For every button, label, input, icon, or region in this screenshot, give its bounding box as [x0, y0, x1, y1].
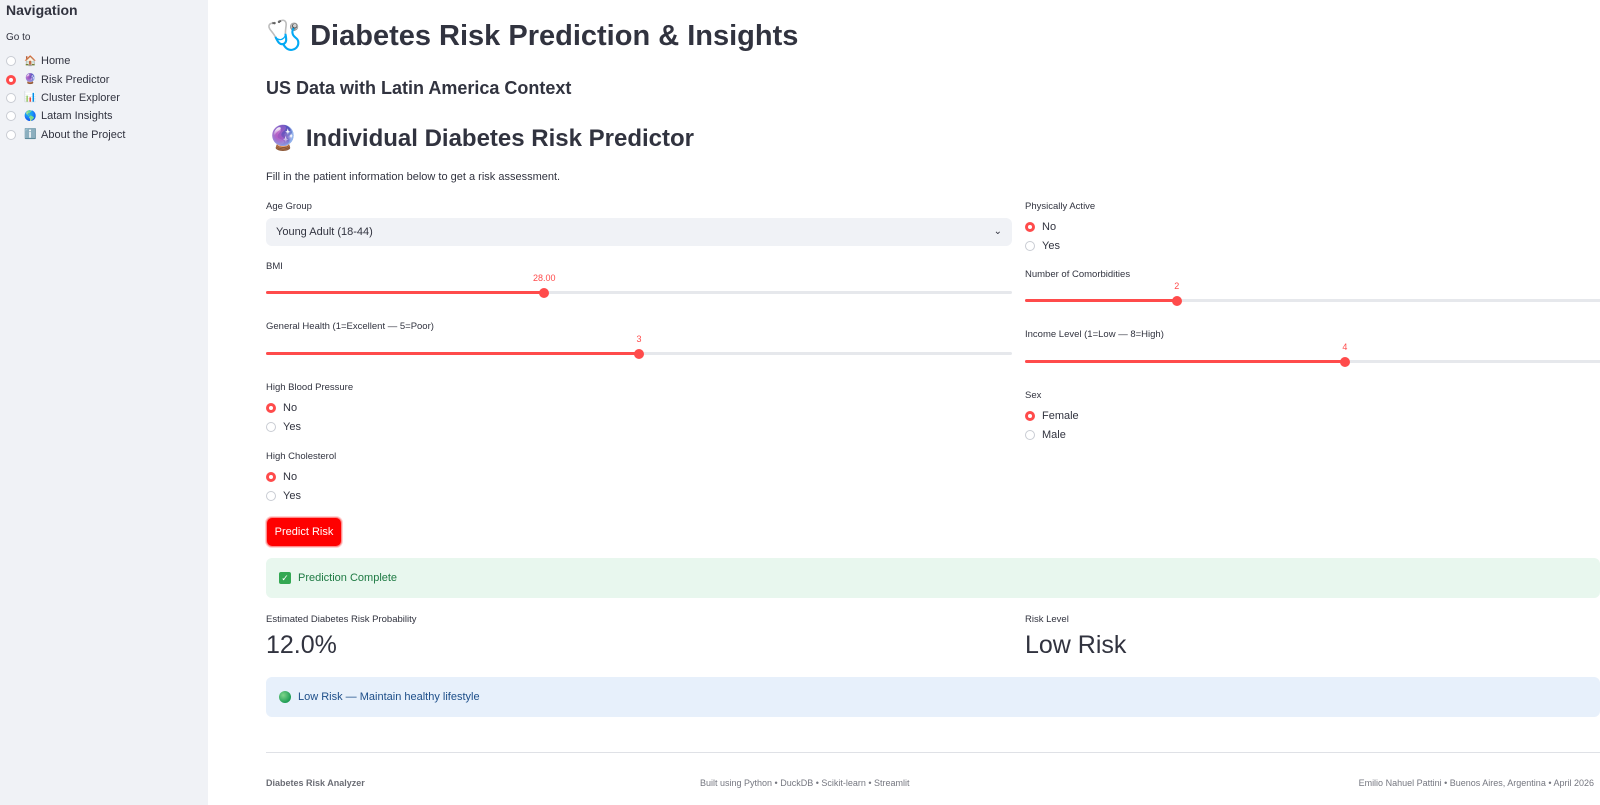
age-group-value: Young Adult (18-44)	[276, 226, 373, 238]
income-slider-value: 4	[1342, 342, 1348, 352]
comorbidities-slider-thumb[interactable]	[1171, 295, 1182, 306]
probability-label: Estimated Diabetes Risk Probability	[266, 614, 417, 625]
option-label: Yes	[1042, 240, 1060, 252]
nav-item-about[interactable]: ℹ️ About the Project	[6, 126, 125, 144]
check-box-icon: ✓	[279, 572, 291, 584]
sidebar: Navigation Go to 🏠 Home 🔮 Risk Predictor…	[0, 0, 208, 805]
nav-item-label: Latam Insights	[41, 110, 113, 123]
general-health-slider-fill	[266, 352, 639, 355]
nav-item-latam-insights[interactable]: 🌎 Latam Insights	[6, 107, 125, 125]
option-label: Female	[1042, 410, 1079, 422]
section-title-text: Individual Diabetes Risk Predictor	[305, 125, 695, 152]
option-label: No	[1042, 221, 1057, 233]
sex-option-male[interactable]: Male	[1025, 429, 1066, 441]
option-label: Male	[1042, 429, 1066, 441]
bmi-slider[interactable]: 28.00	[266, 273, 1012, 298]
intro-text: Fill in the patient information below to…	[266, 171, 561, 183]
probability-value: 12.0%	[266, 631, 337, 659]
green-circle-icon	[279, 691, 291, 703]
comorbidities-label: Number of Comorbidities	[1025, 269, 1131, 280]
page-title: 🩺 Diabetes Risk Prediction & Insights	[266, 19, 798, 53]
option-label: No	[283, 402, 298, 414]
option-label: Yes	[283, 490, 301, 502]
high-bp-option-no[interactable]: No	[266, 402, 297, 414]
physically-active-option-no[interactable]: No	[1025, 221, 1056, 233]
physically-active-label: Physically Active	[1025, 201, 1096, 212]
predict-risk-button[interactable]: Predict Risk	[266, 517, 342, 547]
nav-item-label: Home	[41, 55, 71, 68]
bmi-slider-fill	[266, 291, 545, 294]
general-health-slider-thumb[interactable]	[634, 348, 644, 359]
comorbidities-slider-fill	[1025, 299, 1177, 302]
page-subtitle: US Data with Latin America Context	[266, 78, 572, 98]
info-alert: Low Risk — Maintain healthy lifestyle	[266, 677, 1600, 717]
high-bp-option-yes[interactable]: Yes	[266, 421, 301, 433]
radio-button[interactable]	[1025, 430, 1035, 440]
income-slider-thumb[interactable]	[1339, 356, 1350, 367]
nav-radio-group: 🏠 Home 🔮 Risk Predictor 📊 Cluster Explor…	[6, 52, 125, 144]
income-slider[interactable]: 4	[1025, 342, 1600, 367]
chevron-down-icon: ⌄	[993, 226, 1002, 237]
age-group-select[interactable]: Young Adult (18-44) ⌄	[266, 218, 1012, 246]
nav-item-label: About the Project	[41, 128, 126, 141]
radio-button[interactable]	[6, 92, 16, 103]
risk-level-value: Low Risk	[1025, 631, 1127, 659]
general-health-label: General Health (1=Excellent — 5=Poor)	[266, 321, 434, 332]
radio-button-selected[interactable]	[6, 74, 16, 85]
footer-center: Built using Python • DuckDB • Scikit-lea…	[700, 778, 910, 788]
bmi-slider-thumb[interactable]	[539, 287, 550, 298]
footer-divider	[266, 752, 1600, 753]
section-title: 🔮 Individual Diabetes Risk Predictor	[268, 124, 694, 153]
radio-button[interactable]	[6, 56, 16, 67]
radio-button-selected[interactable]	[1025, 222, 1035, 232]
bmi-label: BMI	[266, 261, 283, 272]
sidebar-title: Navigation	[6, 2, 78, 18]
page-title-text: Diabetes Risk Prediction & Insights	[310, 20, 799, 52]
option-label: Yes	[283, 421, 301, 433]
footer-left: Diabetes Risk Analyzer	[266, 778, 365, 788]
radio-button[interactable]	[6, 129, 16, 140]
radio-button[interactable]	[266, 422, 276, 432]
comorbidities-slider[interactable]: 2	[1025, 281, 1600, 306]
high-bp-label: High Blood Pressure	[266, 382, 354, 393]
info-icon: ℹ️	[24, 129, 37, 141]
radio-button-selected[interactable]	[266, 472, 276, 482]
nav-goto-label: Go to	[6, 32, 31, 43]
high-chol-option-yes[interactable]: Yes	[266, 490, 301, 502]
nav-item-label: Risk Predictor	[41, 73, 110, 86]
footer-right: Emilio Nahuel Pattini • Buenos Aires, Ar…	[1358, 778, 1594, 788]
bar-chart-icon: 📊	[24, 92, 37, 104]
high-chol-option-no[interactable]: No	[266, 471, 297, 483]
crystal-ball-icon: 🔮	[24, 74, 37, 86]
high-chol-label: High Cholesterol	[266, 451, 337, 462]
radio-button-selected[interactable]	[266, 403, 276, 413]
crystal-ball-icon: 🔮	[268, 125, 298, 152]
comorbidities-slider-value: 2	[1174, 281, 1180, 291]
sex-label: Sex	[1025, 390, 1042, 401]
risk-level-label: Risk Level	[1025, 614, 1069, 625]
radio-button[interactable]	[266, 491, 276, 501]
nav-item-cluster-explorer[interactable]: 📊 Cluster Explorer	[6, 89, 125, 107]
physically-active-option-yes[interactable]: Yes	[1025, 240, 1060, 252]
globe-icon: 🌎	[24, 110, 37, 122]
general-health-slider[interactable]: 3	[266, 334, 1012, 359]
stethoscope-icon: 🩺	[266, 20, 303, 52]
income-label: Income Level (1=Low — 8=High)	[1025, 329, 1164, 340]
option-label: No	[283, 471, 298, 483]
age-group-label: Age Group	[266, 201, 312, 212]
bmi-slider-value: 28.00	[532, 273, 556, 283]
general-health-slider-value: 3	[636, 334, 642, 344]
info-message: Low Risk — Maintain healthy lifestyle	[298, 691, 480, 703]
radio-button[interactable]	[6, 111, 16, 122]
radio-button-selected[interactable]	[1025, 411, 1035, 421]
nav-item-label: Cluster Explorer	[41, 91, 120, 104]
radio-button[interactable]	[1025, 241, 1035, 251]
success-message: Prediction Complete	[298, 572, 398, 584]
nav-item-risk-predictor[interactable]: 🔮 Risk Predictor	[6, 70, 125, 88]
house-icon: 🏠	[24, 55, 37, 67]
sex-option-female[interactable]: Female	[1025, 410, 1079, 422]
success-alert: ✓ Prediction Complete	[266, 558, 1600, 598]
income-slider-fill	[1025, 360, 1345, 363]
nav-item-home[interactable]: 🏠 Home	[6, 52, 125, 70]
